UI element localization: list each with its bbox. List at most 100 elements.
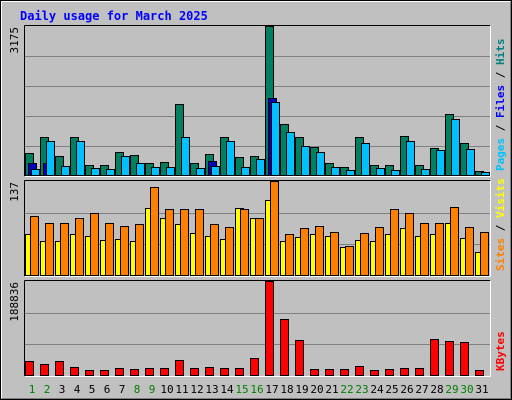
bar-sites-day-15 <box>240 209 249 276</box>
side-legend-part: Pages <box>494 138 507 171</box>
day-label: 15 <box>235 383 248 396</box>
bar-kbytes-day-14 <box>220 368 229 376</box>
day-label: 14 <box>220 383 234 396</box>
side-legend: Pages / Files / Hits <box>494 39 507 172</box>
bar-pages-day-27 <box>421 169 430 176</box>
day-label: 18 <box>280 383 293 396</box>
bar-sites-day-11 <box>180 209 189 276</box>
day-label: 25 <box>385 383 398 396</box>
bar-pages-day-8 <box>136 163 145 176</box>
day-label: 29 <box>445 383 458 396</box>
side-legend-part: Hits <box>494 39 507 66</box>
side-legend-part: / <box>494 218 507 238</box>
day-label: 17 <box>265 383 278 396</box>
day-label: 10 <box>160 383 173 396</box>
day-label: 12 <box>190 383 203 396</box>
bar-kbytes-day-7 <box>115 368 124 376</box>
bar-pages-day-15 <box>241 167 250 176</box>
panel-visits-sites: 137 Sites / Visits <box>8 178 507 277</box>
bar-kbytes-day-4 <box>70 367 79 376</box>
bar-pages-day-20 <box>316 152 325 176</box>
bar-sites-day-29 <box>450 207 459 276</box>
bar-pages-day-7 <box>121 156 130 176</box>
bar-kbytes-day-22 <box>340 369 349 376</box>
bar-kbytes-day-9 <box>145 368 154 376</box>
day-label: 1 <box>29 383 36 396</box>
side-legend: KBytes <box>494 331 507 371</box>
bar-pages-day-19 <box>301 146 310 176</box>
day-label: 23 <box>355 383 368 396</box>
side-legend-part: / <box>494 65 507 85</box>
bar-kbytes-day-24 <box>370 370 379 376</box>
bar-sites-day-19 <box>300 228 309 276</box>
bar-pages-day-13 <box>211 166 220 176</box>
panel-hits-files-pages: 3175 Pages / Files / Hits <box>8 25 507 177</box>
side-legend-part: Files <box>494 85 507 118</box>
bar-kbytes-day-28 <box>430 339 439 376</box>
bar-pages-day-10 <box>166 167 175 176</box>
bar-kbytes-day-23 <box>355 366 364 376</box>
day-label: 9 <box>149 383 156 396</box>
day-label: 11 <box>175 383 188 396</box>
bar-pages-day-14 <box>226 141 235 176</box>
bar-pages-day-21 <box>331 167 340 176</box>
day-label: 7 <box>119 383 126 396</box>
bar-sites-day-28 <box>435 223 444 276</box>
day-label: 20 <box>310 383 323 396</box>
day-label: 27 <box>415 383 428 396</box>
bar-sites-day-8 <box>135 224 144 276</box>
day-label: 30 <box>460 383 473 396</box>
side-legend-part: Sites <box>494 238 507 271</box>
bar-sites-day-3 <box>60 223 69 276</box>
bar-sites-day-5 <box>90 213 99 276</box>
bar-pages-day-26 <box>406 141 415 176</box>
bar-kbytes-day-10 <box>160 368 169 376</box>
bar-kbytes-day-3 <box>55 361 64 376</box>
bar-sites-day-10 <box>165 209 174 276</box>
day-axis-labels: 1 2 3 4 5 6 7 8 9 10 11 12 13 14 15 16 17 18 19 20 21 22 23 24 2… <box>29 383 489 396</box>
bar-sites-day-7 <box>120 226 129 276</box>
day-label: 31 <box>475 383 488 396</box>
bar-pages-day-9 <box>151 167 160 176</box>
bar-sites-day-31 <box>480 232 489 276</box>
bar-sites-day-24 <box>375 227 384 276</box>
day-label: 21 <box>325 383 338 396</box>
bar-pages-day-2 <box>46 141 55 176</box>
side-legend-part: Visits <box>494 178 507 218</box>
bar-sites-day-21 <box>330 232 339 276</box>
bar-sites-day-4 <box>75 218 84 276</box>
bar-pages-day-11 <box>181 137 190 176</box>
chart-title: Daily usage for March 2025 <box>20 9 208 23</box>
bar-pages-day-25 <box>391 170 400 176</box>
side-legend-part: / <box>494 118 507 138</box>
bar-sites-day-27 <box>420 223 429 276</box>
bar-pages-day-12 <box>196 168 205 176</box>
bar-pages-day-31 <box>481 172 490 176</box>
bar-kbytes-day-18 <box>280 319 289 376</box>
ymax-label: 188836 <box>8 282 21 322</box>
bar-kbytes-day-27 <box>415 368 424 376</box>
bar-pages-day-30 <box>466 149 475 176</box>
bar-pages-day-22 <box>346 170 355 176</box>
bar-kbytes-day-12 <box>190 368 199 376</box>
ymax-label: 3175 <box>8 27 21 54</box>
day-label: 13 <box>205 383 218 396</box>
bar-sites-day-9 <box>150 187 159 276</box>
bar-kbytes-day-26 <box>400 368 409 376</box>
bar-sites-day-14 <box>225 227 234 276</box>
day-label: 24 <box>370 383 384 396</box>
bar-sites-day-1 <box>30 216 39 276</box>
bar-pages-day-16 <box>256 159 265 176</box>
bar-kbytes-day-19 <box>295 340 304 376</box>
bar-sites-day-23 <box>360 233 369 276</box>
bar-sites-day-26 <box>405 213 414 276</box>
bar-kbytes-day-13 <box>205 367 214 376</box>
bar-kbytes-day-29 <box>445 341 454 376</box>
bar-kbytes-day-17 <box>265 281 274 376</box>
bar-kbytes-day-5 <box>85 370 94 376</box>
bar-pages-day-5 <box>91 168 100 176</box>
bar-kbytes-day-25 <box>385 369 394 376</box>
bar-pages-day-6 <box>106 169 115 176</box>
